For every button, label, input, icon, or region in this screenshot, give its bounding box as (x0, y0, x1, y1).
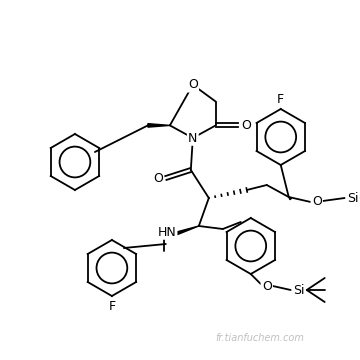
Text: O: O (153, 171, 163, 185)
Text: F: F (277, 93, 284, 105)
Text: fr.tianfuchem.com: fr.tianfuchem.com (215, 333, 304, 343)
Polygon shape (289, 197, 292, 200)
Text: Si: Si (293, 284, 305, 297)
Text: O: O (262, 279, 272, 292)
Text: HN: HN (157, 225, 176, 239)
Text: O: O (188, 78, 198, 91)
Text: O: O (312, 194, 321, 207)
Polygon shape (148, 123, 170, 127)
Text: Si: Si (347, 192, 359, 204)
Text: F: F (108, 300, 116, 312)
Text: O: O (241, 119, 251, 132)
Text: N: N (188, 131, 198, 144)
Polygon shape (174, 226, 199, 235)
